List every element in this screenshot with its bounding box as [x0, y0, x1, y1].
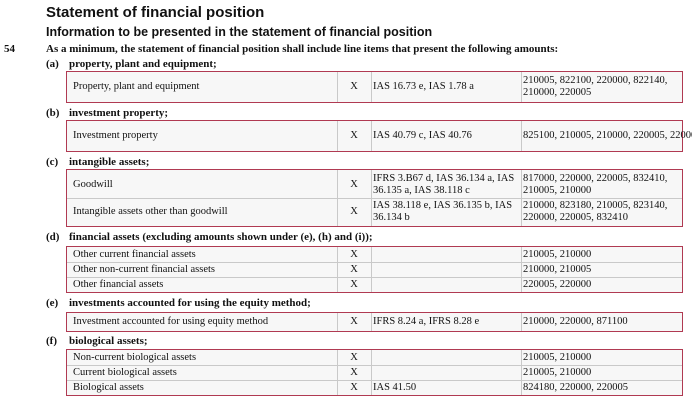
- table-row: Investment accounted for using equity me…: [67, 313, 682, 331]
- section-letter: (d): [46, 231, 60, 243]
- section-title: investment property;: [69, 107, 169, 119]
- line-item-mark: X: [350, 178, 358, 190]
- table-row: Property, plant and equipment X IAS 16.7…: [67, 72, 682, 102]
- line-item-reference: IAS 38.118 e, IAS 36.135 b, IAS 36.134 b: [373, 200, 513, 223]
- line-item-table: Investment property X IAS 40.79 c, IAS 4…: [66, 120, 692, 152]
- line-item-codes: 210000, 823180, 210005, 823140, 220000, …: [523, 200, 668, 223]
- table-row: Current biological assets X 210005, 2100…: [67, 365, 682, 380]
- line-item-table: Property, plant and equipment X IAS 16.7…: [66, 71, 683, 103]
- line-item-mark: X: [350, 278, 358, 290]
- page-subtitle: Information to be presented in the state…: [46, 25, 433, 39]
- line-item-label: Investment accounted for using equity me…: [73, 316, 269, 327]
- line-item-codes: 210005, 210000: [523, 248, 592, 260]
- line-item-mark: X: [350, 81, 358, 92]
- line-item-mark: X: [350, 381, 358, 393]
- table-row: Goodwill X IFRS 3.B67 d, IAS 36.134 a, I…: [67, 170, 682, 199]
- line-item-codes: 220005, 220000: [523, 278, 592, 290]
- section-title: investments accounted for using the equi…: [69, 297, 311, 309]
- line-item-table: Goodwill X IFRS 3.B67 d, IAS 36.134 a, I…: [66, 169, 683, 227]
- line-item-label: Other financial assets: [73, 278, 164, 290]
- line-item-label: Biological assets: [73, 381, 144, 393]
- line-item-label: Property, plant and equipment: [73, 81, 200, 92]
- line-item-label: Goodwill: [73, 178, 113, 190]
- line-item-label: Other non-current financial assets: [73, 263, 215, 275]
- line-item-mark: X: [350, 248, 358, 260]
- line-item-mark: X: [350, 366, 358, 378]
- paragraph-number: 54: [4, 43, 15, 55]
- line-item-codes: 210005, 210000: [523, 351, 592, 363]
- line-item-mark: X: [350, 130, 358, 141]
- table-row: Non-current biological assets X 210005, …: [67, 350, 682, 365]
- line-item-label: Non-current biological assets: [73, 351, 197, 363]
- line-item-table: Other current financial assets X 210005,…: [66, 246, 683, 293]
- section-letter: (c): [46, 156, 59, 168]
- table-row: Intangible assets other than goodwill X …: [67, 198, 682, 226]
- section-letter: (f): [46, 335, 57, 347]
- table-row: Other current financial assets X 210005,…: [67, 247, 682, 262]
- line-item-reference: IAS 41.50: [373, 381, 417, 393]
- table-row: Other non-current financial assets X 210…: [67, 262, 682, 277]
- line-item-codes: 825100, 210005, 210000, 220005, 220000: [523, 130, 692, 141]
- section-letter: (a): [46, 58, 59, 70]
- section-title: property, plant and equipment;: [69, 58, 217, 70]
- line-item-codes: 210000, 220000, 871100: [523, 316, 628, 327]
- section-title: intangible assets;: [69, 156, 150, 168]
- table-row: Biological assets X IAS 41.50 824180, 22…: [67, 380, 682, 395]
- line-item-table: Investment accounted for using equity me…: [66, 312, 683, 332]
- table-row: Investment property X IAS 40.79 c, IAS 4…: [67, 121, 692, 151]
- line-item-label: Other current financial assets: [73, 248, 196, 260]
- line-item-reference: IFRS 8.24 a, IFRS 8.28 e: [373, 316, 480, 327]
- line-item-codes: 824180, 220000, 220005: [523, 381, 628, 393]
- line-item-label: Investment property: [73, 130, 158, 141]
- page-title: Statement of financial position: [46, 4, 265, 21]
- line-item-codes: 817000, 220000, 220005, 832410, 210005, …: [523, 172, 668, 196]
- table-row: Other financial assets X 220005, 220000: [67, 277, 682, 292]
- section-letter: (e): [46, 297, 59, 309]
- line-item-mark: X: [350, 263, 358, 275]
- section-letter: (b): [46, 107, 60, 119]
- line-item-codes: 210005, 210000: [523, 366, 592, 378]
- line-item-reference: IAS 40.79 c, IAS 40.76: [373, 130, 472, 141]
- line-item-table: Non-current biological assets X 210005, …: [66, 349, 683, 396]
- line-item-codes: 210000, 210005: [523, 263, 592, 275]
- line-item-reference: IAS 16.73 e, IAS 1.78 a: [373, 81, 474, 92]
- line-item-mark: X: [350, 316, 358, 327]
- line-item-label: Intangible assets other than goodwill: [73, 206, 228, 217]
- section-title: biological assets;: [69, 335, 148, 347]
- paragraph-text: As a minimum, the statement of financial…: [46, 43, 559, 55]
- line-item-reference: IFRS 3.B67 d, IAS 36.134 a, IAS 36.135 a…: [373, 172, 515, 196]
- line-item-mark: X: [350, 206, 358, 217]
- section-title: financial assets (excluding amounts show…: [69, 231, 373, 243]
- line-item-codes: 210005, 822100, 220000, 822140, 210000, …: [523, 75, 668, 98]
- line-item-label: Current biological assets: [73, 366, 177, 378]
- line-item-mark: X: [350, 351, 358, 363]
